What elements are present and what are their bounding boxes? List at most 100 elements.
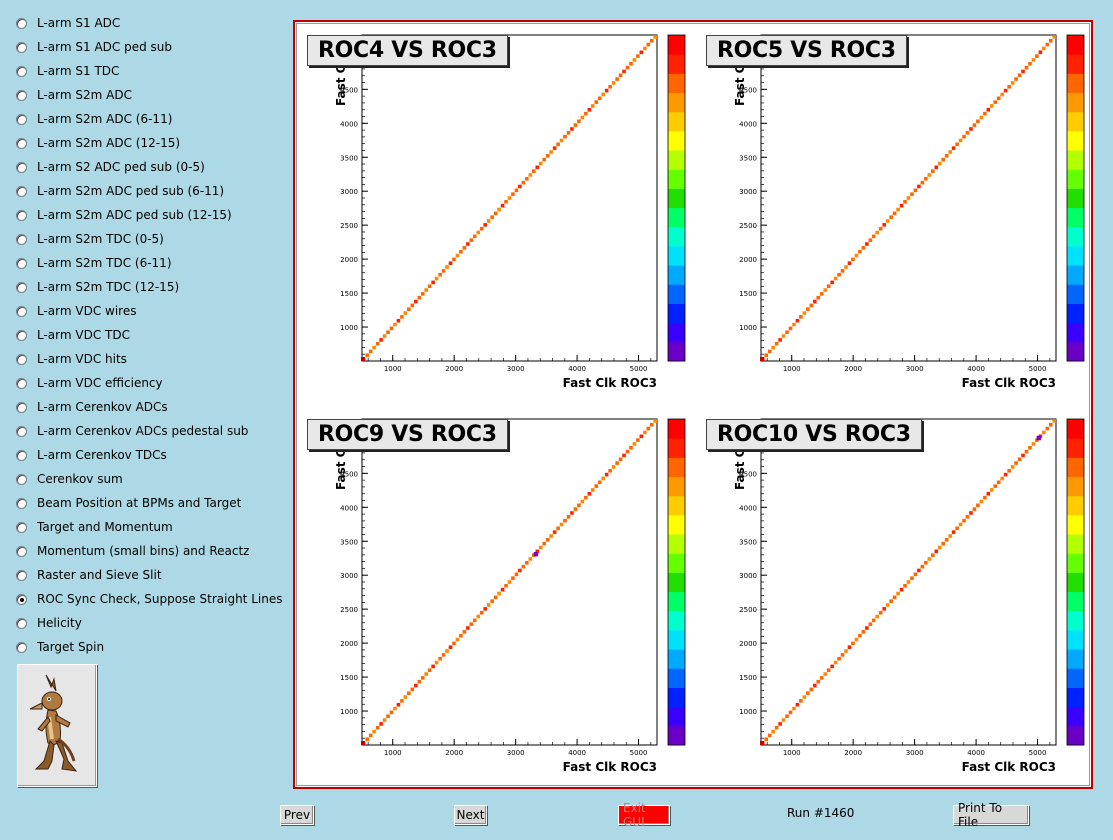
radio-unchecked-icon[interactable] bbox=[16, 425, 27, 437]
radio-unchecked-icon[interactable] bbox=[16, 257, 27, 269]
radio-unchecked-icon[interactable] bbox=[16, 401, 27, 413]
radio-unchecked-icon[interactable] bbox=[16, 305, 27, 317]
prev-button[interactable]: Prev bbox=[280, 805, 314, 825]
radio-unchecked-icon[interactable] bbox=[16, 233, 27, 245]
histogram-bin bbox=[833, 660, 838, 665]
histogram-bin bbox=[812, 683, 817, 688]
histogram-bin bbox=[1017, 457, 1022, 462]
menu-item[interactable]: L-arm Cerenkov TDCs bbox=[16, 446, 167, 464]
next-button[interactable]: Next bbox=[454, 805, 487, 825]
histogram-bin bbox=[479, 226, 484, 231]
radio-unchecked-icon[interactable] bbox=[16, 65, 27, 77]
menu-item[interactable]: L-arm S2m ADC ped sub (12-15) bbox=[16, 206, 232, 224]
histogram-bin bbox=[1024, 449, 1029, 454]
menu-item[interactable]: L-arm S1 TDC bbox=[16, 62, 119, 80]
menu-item[interactable]: Beam Position at BPMs and Target bbox=[16, 494, 241, 512]
menu-item[interactable]: L-arm Cerenkov ADCs bbox=[16, 398, 168, 416]
color-scale-segment bbox=[1067, 591, 1084, 612]
pad-roc4[interactable]: 1000 1500 2000 2500 3000 3500 4000 4500 5000 1000… bbox=[297, 26, 695, 409]
histogram-bin bbox=[795, 702, 800, 707]
radio-unchecked-icon[interactable] bbox=[16, 377, 27, 389]
y-tick-label: 3000 bbox=[340, 572, 358, 580]
menu-item[interactable]: Raster and Sieve Slit bbox=[16, 566, 162, 584]
color-scale-segment bbox=[668, 73, 685, 94]
histogram-bin bbox=[771, 729, 775, 734]
radio-unchecked-icon[interactable] bbox=[16, 497, 27, 509]
radio-unchecked-icon[interactable] bbox=[16, 617, 27, 629]
menu-item[interactable]: L-arm VDC hits bbox=[16, 350, 127, 368]
menu-item[interactable]: L-arm VDC TDC bbox=[16, 326, 130, 344]
menu-item[interactable]: Cerenkov sum bbox=[16, 470, 123, 488]
radio-checked-icon[interactable] bbox=[16, 593, 27, 605]
menu-item[interactable]: Momentum (small bins) and Reactz bbox=[16, 542, 249, 560]
histogram-bin bbox=[1010, 465, 1015, 469]
histogram-bin bbox=[785, 330, 789, 335]
menu-item[interactable]: Target Spin bbox=[16, 638, 104, 656]
radio-unchecked-icon[interactable] bbox=[16, 17, 27, 29]
histogram-bin bbox=[854, 637, 859, 642]
radio-unchecked-icon[interactable] bbox=[16, 473, 27, 485]
menu-item[interactable]: L-arm Cerenkov ADCs pedestal sub bbox=[16, 422, 248, 440]
menu-item[interactable]: L-arm VDC wires bbox=[16, 302, 136, 320]
pad-roc10[interactable]: 1000 1500 2000 2500 3000 3500 4000 4500 5000 1000… bbox=[696, 410, 1094, 793]
menu-item[interactable]: L-arm S1 ADC bbox=[16, 14, 120, 32]
menu-item[interactable]: L-arm S2m TDC (0-5) bbox=[16, 230, 164, 248]
radio-unchecked-icon[interactable] bbox=[16, 569, 27, 581]
color-scale-segment bbox=[668, 476, 685, 497]
histogram-bin bbox=[771, 345, 775, 350]
histogram-bin bbox=[403, 311, 408, 315]
menu-item[interactable]: L-arm S2m ADC (12-15) bbox=[16, 134, 180, 152]
plot-canvas[interactable]: 1000 1500 2000 2500 3000 3500 4000 4500 5000 1000… bbox=[293, 20, 1093, 789]
radio-unchecked-icon[interactable] bbox=[16, 89, 27, 101]
menu-item-label: L-arm VDC TDC bbox=[37, 328, 130, 342]
radio-unchecked-icon[interactable] bbox=[16, 329, 27, 341]
x-tick-label: 1000 bbox=[783, 365, 801, 373]
menu-item[interactable]: L-arm S2m ADC (6-11) bbox=[16, 110, 172, 128]
histogram-bin bbox=[573, 123, 578, 127]
histogram-bin bbox=[646, 426, 651, 431]
radio-unchecked-icon[interactable] bbox=[16, 161, 27, 173]
histogram-bin bbox=[459, 249, 463, 254]
radio-unchecked-icon[interactable] bbox=[16, 353, 27, 365]
menu-item[interactable]: L-arm S1 ADC ped sub bbox=[16, 38, 172, 56]
histogram-bin bbox=[1035, 54, 1039, 58]
radio-unchecked-icon[interactable] bbox=[16, 185, 27, 197]
menu-item[interactable]: L-arm S2m ADC ped sub (6-11) bbox=[16, 182, 224, 200]
radio-unchecked-icon[interactable] bbox=[16, 641, 27, 653]
pad-roc5[interactable]: 1000 1500 2000 2500 3000 3500 4000 4500 5000 1000… bbox=[696, 26, 1094, 409]
menu-item[interactable]: L-arm S2 ADC ped sub (0-5) bbox=[16, 158, 205, 176]
menu-item[interactable]: ROC Sync Check, Suppose Straight Lines bbox=[16, 590, 282, 608]
radio-unchecked-icon[interactable] bbox=[16, 545, 27, 557]
origin-bin bbox=[361, 741, 365, 745]
menu-item-label: L-arm Cerenkov ADCs bbox=[37, 400, 168, 414]
menu-item[interactable]: L-arm S2m ADC bbox=[16, 86, 132, 104]
histogram-bin bbox=[531, 169, 536, 173]
histogram-bin bbox=[500, 203, 505, 208]
radio-unchecked-icon[interactable] bbox=[16, 209, 27, 221]
radio-unchecked-icon[interactable] bbox=[16, 113, 27, 125]
print-to-file-button[interactable]: Print To File bbox=[953, 801, 1029, 829]
histogram-bin bbox=[934, 165, 939, 170]
menu-item[interactable]: Target and Momentum bbox=[16, 518, 173, 536]
radio-unchecked-icon[interactable] bbox=[16, 449, 27, 461]
menu-item[interactable]: Helicity bbox=[16, 614, 82, 632]
histogram-bin bbox=[868, 238, 873, 242]
histogram-bin bbox=[792, 322, 796, 327]
menu-item[interactable]: L-arm S2m TDC (12-15) bbox=[16, 278, 179, 296]
histogram-bin bbox=[587, 107, 592, 112]
logo-button[interactable] bbox=[17, 664, 97, 787]
histogram-bin bbox=[774, 725, 779, 730]
exit-gui-button[interactable]: Exit GUI bbox=[618, 801, 670, 829]
histogram-bin bbox=[643, 430, 647, 435]
histogram-bin bbox=[927, 557, 932, 561]
pad-roc9[interactable]: 1000 1500 2000 2500 3000 3500 4000 4500 5000 1000… bbox=[297, 410, 695, 793]
histogram-bin bbox=[452, 257, 456, 262]
menu-item[interactable]: L-arm VDC efficiency bbox=[16, 374, 163, 392]
menu-item[interactable]: L-arm S2m TDC (6-11) bbox=[16, 254, 172, 272]
radio-unchecked-icon[interactable] bbox=[16, 41, 27, 53]
radio-unchecked-icon[interactable] bbox=[16, 521, 27, 533]
radio-unchecked-icon[interactable] bbox=[16, 137, 27, 149]
histogram-bin bbox=[507, 580, 512, 584]
radio-unchecked-icon[interactable] bbox=[16, 281, 27, 293]
menu-item-label: ROC Sync Check, Suppose Straight Lines bbox=[37, 592, 283, 606]
